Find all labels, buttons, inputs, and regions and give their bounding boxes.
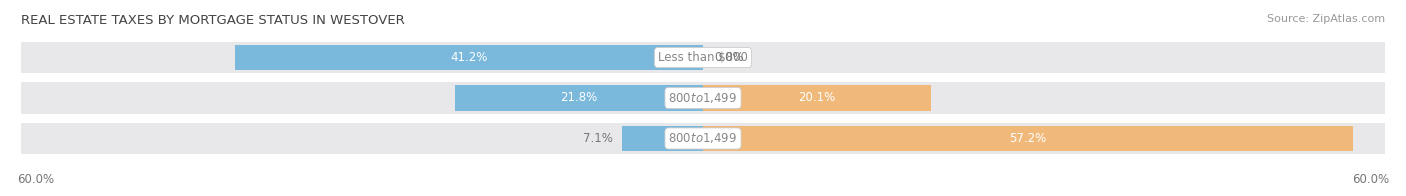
Text: REAL ESTATE TAXES BY MORTGAGE STATUS IN WESTOVER: REAL ESTATE TAXES BY MORTGAGE STATUS IN … [21,14,405,27]
Text: $800 to $1,499: $800 to $1,499 [668,132,738,145]
Bar [703,85,931,111]
Text: 60.0%: 60.0% [1353,173,1389,186]
Text: 21.8%: 21.8% [561,92,598,104]
Bar [703,123,1385,154]
Text: 57.2%: 57.2% [1010,132,1046,145]
Bar [21,42,703,73]
Bar [21,82,703,114]
Text: Less than $800: Less than $800 [658,51,748,64]
Bar [703,126,1353,151]
Bar [235,45,703,70]
Text: 0.0%: 0.0% [714,51,744,64]
Text: $800 to $1,499: $800 to $1,499 [668,91,738,105]
Text: 20.1%: 20.1% [799,92,835,104]
Bar [623,126,703,151]
Text: 7.1%: 7.1% [583,132,613,145]
Bar [703,82,1385,114]
Bar [21,123,703,154]
Text: 60.0%: 60.0% [17,173,53,186]
Bar [456,85,703,111]
Bar [703,42,1385,73]
Text: Source: ZipAtlas.com: Source: ZipAtlas.com [1267,14,1385,24]
Text: 41.2%: 41.2% [450,51,488,64]
